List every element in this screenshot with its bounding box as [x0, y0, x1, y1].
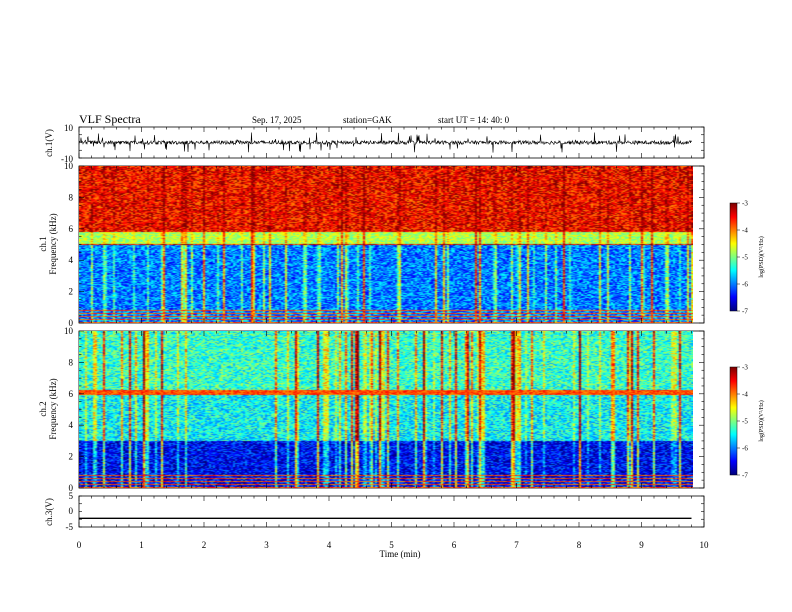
ch2-spectrogram-yticks: 0 2 4 6 8 10: [64, 326, 704, 493]
ch1-colorbar-gradient: [730, 203, 737, 311]
ch2-colorbar-gradient: [730, 367, 737, 475]
freq-tick-label: 0: [69, 318, 74, 328]
ch1-spectrogram-yticks: 0 2 4 6 8 10: [64, 161, 704, 328]
ch3-ytick-bottom: -5: [66, 522, 74, 532]
ch2-spectrogram-image: [79, 331, 693, 488]
ch1-colorbar-ticks: -3 -4 -5 -6 -7: [737, 200, 748, 316]
ch2-spectrogram-panel: 0 2 4 6 8 10 ch.2 Frequency (kHz): [38, 326, 705, 493]
colorbar-tick-label: -4: [742, 227, 748, 235]
station-label: station=GAK: [343, 115, 392, 125]
figure-title: VLF Spectra: [79, 112, 141, 126]
ch1-colorbar: -3 -4 -5 -6 -7 log(PSD)(V²/Hz): [729, 200, 765, 316]
ch3-xticks: [78, 495, 705, 528]
time-tick-label: 7: [514, 540, 519, 550]
colorbar-tick-label: -7: [742, 472, 748, 480]
ch1-ytick-top: 10: [64, 123, 74, 133]
ch2-colorbar-ticks: -3 -4 -5 -6 -7: [737, 364, 748, 480]
time-tick-label: 1: [139, 540, 144, 550]
freq-tick-label: 8: [69, 357, 74, 367]
time-tick-label: 5: [389, 540, 394, 550]
colorbar-tick-label: -4: [742, 391, 748, 399]
time-tick-label: 2: [202, 540, 207, 550]
time-axis-label: Time (min): [380, 549, 421, 559]
freq-tick-label: 0: [69, 483, 74, 493]
freq-tick-label: 6: [69, 389, 74, 399]
ch2-colorbar-label: log(PSD)(V²/Hz): [758, 400, 765, 441]
time-axis-ticklabels: 0 1 2 3 4 5 6 7 8 9 10: [77, 540, 709, 550]
ch2-spectrogram-ylabel: Frequency (kHz): [48, 378, 58, 439]
ch1-colorbar-label: log(PSD)(V²/Hz): [758, 236, 765, 277]
ch3-waveform-frame: [78, 495, 705, 528]
colorbar-tick-label: -5: [742, 254, 748, 262]
freq-tick-label: 2: [69, 287, 74, 297]
ch1-ylabel: ch.1(V): [44, 129, 54, 157]
freq-tick-label: 2: [69, 452, 74, 462]
time-tick-label: 9: [639, 540, 644, 550]
time-tick-label: 0: [77, 540, 82, 550]
freq-tick-label: 6: [69, 224, 74, 234]
time-tick-label: 8: [577, 540, 582, 550]
ch1-ytick-bottom: -10: [61, 154, 73, 164]
freq-tick-label: 10: [64, 161, 74, 171]
ch1-xticks: [78, 126, 705, 159]
time-tick-label: 3: [264, 540, 269, 550]
ch3-ylabel: ch.3(V): [44, 498, 54, 526]
colorbar-tick-label: -3: [742, 200, 748, 208]
ch2-spectrogram-xticks: [78, 331, 705, 488]
ch1-spectrogram-channel: ch.1: [38, 236, 48, 251]
freq-tick-label: 8: [69, 192, 74, 202]
ch3-ytick-mid: 0: [69, 506, 74, 516]
colorbar-tick-label: -6: [742, 281, 748, 289]
ch2-colorbar: -3 -4 -5 -6 -7 log(PSD)(V²/Hz): [729, 364, 765, 480]
colorbar-tick-label: -3: [742, 364, 748, 372]
ch1-spectrogram-ylabel: Frequency (kHz): [48, 213, 58, 274]
ch1-spectrogram-xticks: [78, 166, 705, 323]
freq-tick-label: 4: [69, 255, 74, 265]
colorbar-tick-label: -6: [742, 445, 748, 453]
colorbar-tick-label: -7: [742, 308, 748, 316]
time-tick-label: 6: [452, 540, 457, 550]
ch1-spectrogram-panel: 0 2 4 6 8 10 ch.1 Frequency (kHz): [38, 161, 705, 328]
time-tick-label: 10: [700, 540, 710, 550]
ch3-ytick-top: 5: [69, 491, 74, 501]
freq-tick-label: 10: [64, 326, 74, 336]
date-label: Sep. 17, 2025: [252, 115, 302, 125]
ch3-waveform-panel: 5 0 -5 ch.3(V): [44, 491, 705, 532]
colorbar-tick-label: -5: [742, 418, 748, 426]
time-tick-label: 4: [327, 540, 332, 550]
ch1-waveform-line: [78, 132, 692, 153]
ch2-spectrogram-channel: ch.2: [38, 401, 48, 416]
ch1-waveform-panel: 10 -10 ch.1(V): [44, 123, 705, 164]
freq-tick-label: 4: [69, 420, 74, 430]
start-ut-label: start UT = 14: 40: 0: [438, 115, 510, 125]
ch1-spectrogram-image: [79, 166, 693, 323]
